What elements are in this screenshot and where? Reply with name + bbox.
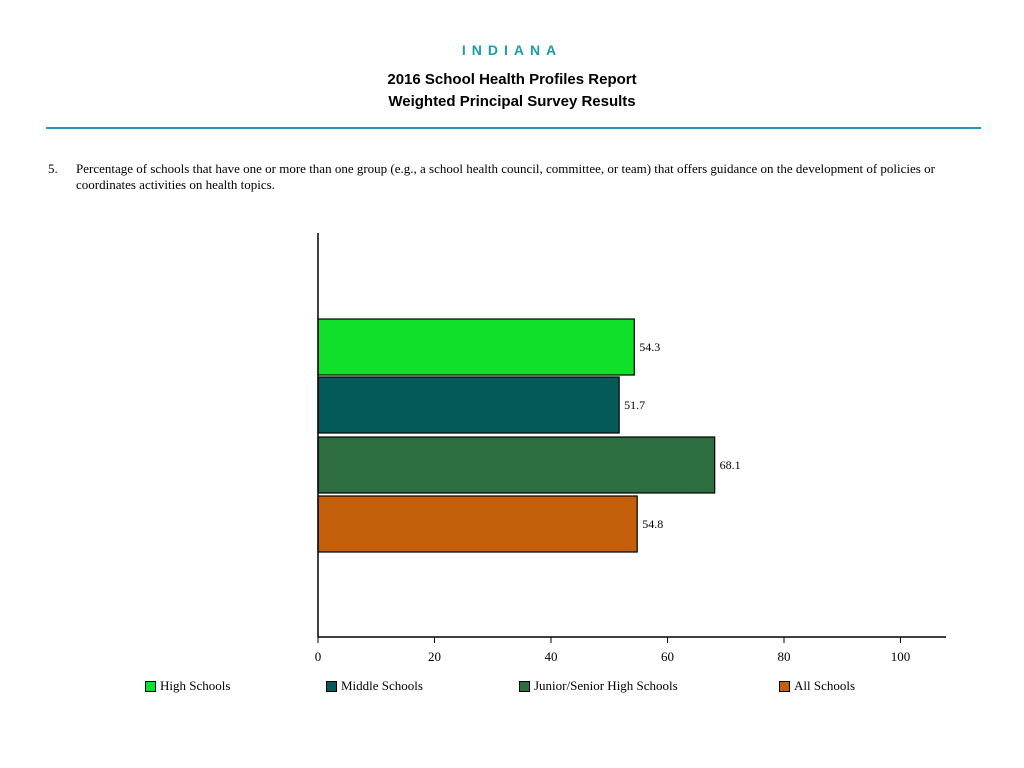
legend-item-all-schools: All Schools xyxy=(779,678,855,694)
bar xyxy=(317,495,638,553)
bar xyxy=(317,436,716,494)
legend-item-middle-schools: Middle Schools xyxy=(326,678,423,694)
x-tick-label: 20 xyxy=(428,649,441,664)
x-tick-label: 40 xyxy=(545,649,558,664)
legend-item-junior-senior-high-schools: Junior/Senior High Schools xyxy=(519,678,678,694)
legend-swatch xyxy=(326,680,337,692)
bar xyxy=(317,376,620,434)
data-label: 54.3 xyxy=(639,340,660,354)
data-label: 54.8 xyxy=(642,517,663,531)
legend-item-high-schools: High Schools xyxy=(145,678,230,694)
data-label: 68.1 xyxy=(720,458,741,472)
x-tick-label: 80 xyxy=(778,649,791,664)
bar xyxy=(317,318,635,376)
x-tick-label: 60 xyxy=(661,649,674,664)
legend-label: Middle Schools xyxy=(341,678,423,693)
state-name: INDIANA xyxy=(461,42,563,58)
x-tick-label: 0 xyxy=(315,649,322,664)
legend-label: Junior/Senior High Schools xyxy=(534,678,678,693)
legend-swatch xyxy=(519,680,530,692)
legend-swatch xyxy=(779,680,790,692)
legend-swatch xyxy=(145,680,156,692)
question-number: 5. xyxy=(48,161,58,176)
x-tick-label: 100 xyxy=(891,649,911,664)
report-title: 2016 School Health Profiles Report xyxy=(387,71,637,88)
legend-label: High Schools xyxy=(160,678,231,693)
header-divider xyxy=(46,127,981,129)
question-text: Percentage of schools that have one or m… xyxy=(76,161,935,192)
report-subtitle: Weighted Principal Survey Results xyxy=(388,93,636,110)
data-label: 51.7 xyxy=(624,398,645,412)
legend-label: All Schools xyxy=(794,678,856,693)
